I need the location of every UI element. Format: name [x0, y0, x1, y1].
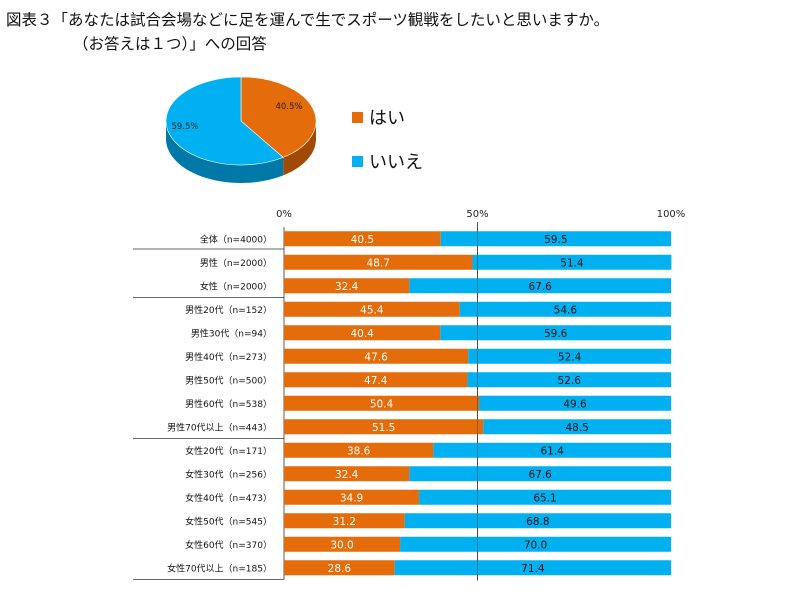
category-label: 全体（n=4000）	[200, 233, 272, 245]
bar-yes	[284, 419, 484, 435]
pie-slice-1	[165, 76, 284, 166]
bar-yes	[284, 536, 401, 552]
category-label: 女性（n=2000）	[200, 280, 272, 292]
bar-yes	[284, 442, 434, 458]
category-label: 男性60代（n=538）	[185, 398, 272, 410]
legend-item-yes: はい	[352, 104, 405, 130]
data-label-no: 65.1	[533, 492, 556, 504]
bar-yes	[284, 513, 405, 529]
category-label: 男性50代（n=500）	[185, 374, 272, 386]
category-label: 女性40代（n=473）	[185, 492, 272, 504]
chart-title-line1: 図表３「あなたは試合会場などに足を運んで生でスポーツ観戦をしたいと思いますか。	[6, 11, 610, 29]
category-label: 男性20代（n=152）	[185, 304, 272, 316]
bar-yes	[284, 278, 410, 294]
pie-value-label-0: 40.5%	[275, 102, 302, 112]
data-label-yes: 30.0	[330, 539, 353, 551]
category-label: 女性60代（n=370）	[185, 539, 272, 551]
pie-chart: 40.5% 59.5%	[165, 76, 317, 184]
data-label-no: 61.4	[540, 445, 564, 457]
bar-no	[472, 254, 672, 270]
x-tick-label-1: 50%	[466, 209, 488, 220]
bar-no	[409, 278, 671, 294]
data-label-yes: 34.9	[340, 492, 363, 504]
pie-slice-side-0	[283, 121, 316, 176]
data-label-yes: 32.4	[335, 281, 359, 293]
bar-yes	[284, 254, 473, 270]
data-label-no: 70.0	[524, 539, 547, 551]
bar-no	[459, 301, 671, 317]
bar-no	[404, 513, 671, 529]
x-tick-label-0: 0%	[276, 209, 292, 220]
bar-yes	[284, 372, 468, 388]
data-label-no: 67.6	[528, 469, 552, 481]
data-label-yes: 38.6	[347, 445, 371, 457]
category-label: 男性30代（n=94）	[191, 327, 272, 339]
data-label-yes: 51.5	[372, 422, 395, 434]
bar-yes	[284, 395, 480, 411]
bar-no	[467, 372, 671, 388]
data-label-yes: 31.2	[333, 516, 356, 528]
bar-yes	[284, 489, 420, 505]
data-label-no: 48.5	[565, 422, 588, 434]
data-label-yes: 45.4	[360, 304, 384, 316]
legend-swatch-no	[352, 155, 363, 167]
bar-no	[440, 231, 671, 247]
data-label-yes: 47.6	[364, 351, 388, 363]
legend-label-yes: はい	[369, 108, 405, 129]
data-label-no: 71.4	[521, 563, 545, 575]
pie-slice-side-1	[166, 121, 284, 184]
data-label-no: 68.8	[526, 516, 549, 528]
data-label-no: 52.4	[558, 351, 582, 363]
data-label-yes: 48.7	[367, 257, 390, 269]
data-label-no: 49.6	[563, 398, 587, 410]
bar-no	[468, 348, 671, 364]
data-label-no: 54.6	[554, 304, 578, 316]
legend-item-no: いいえ	[352, 148, 423, 174]
x-tick-label-2: 100%	[657, 209, 686, 220]
data-label-yes: 40.4	[350, 328, 374, 340]
data-label-no: 51.4	[560, 257, 584, 269]
bar-no	[479, 395, 671, 411]
category-label: 女性70代以上（n=185）	[167, 562, 272, 574]
bar-yes	[284, 325, 441, 341]
data-label-no: 59.6	[544, 328, 568, 340]
bar-yes	[284, 466, 410, 482]
pie-slice-0	[240, 76, 317, 158]
bar-no	[440, 325, 671, 341]
category-label: 女性30代（n=256）	[185, 468, 272, 480]
data-label-yes: 28.6	[328, 563, 352, 575]
category-label: 男性40代（n=273）	[185, 351, 272, 363]
bar-no	[419, 489, 671, 505]
category-label: 男性70代以上（n=443）	[167, 421, 272, 433]
legend-swatch-yes	[352, 111, 363, 123]
data-label-no: 59.5	[544, 234, 567, 246]
chart-title-line2: （お答えは１つ）」への回答	[73, 35, 267, 53]
bar-no	[394, 560, 671, 576]
data-label-yes: 32.4	[335, 469, 359, 481]
bar-yes	[284, 231, 441, 247]
bar-no	[433, 442, 671, 458]
data-label-yes: 47.4	[364, 375, 388, 387]
data-label-yes: 50.4	[370, 398, 394, 410]
data-label-yes: 40.5	[351, 234, 374, 246]
legend-label-no: いいえ	[369, 152, 423, 173]
bar-yes	[284, 301, 460, 317]
bar-no	[483, 419, 671, 435]
bar-yes	[284, 348, 469, 364]
category-label: 女性50代（n=545）	[185, 515, 272, 527]
bar-yes	[284, 560, 395, 576]
pie-value-label-1: 59.5%	[171, 122, 198, 132]
bar-no	[400, 536, 671, 552]
category-label: 女性20代（n=171）	[185, 445, 272, 457]
category-label: 男性（n=2000）	[200, 257, 272, 269]
data-label-no: 52.6	[558, 375, 582, 387]
bar-no	[409, 466, 671, 482]
data-label-no: 67.6	[528, 281, 552, 293]
